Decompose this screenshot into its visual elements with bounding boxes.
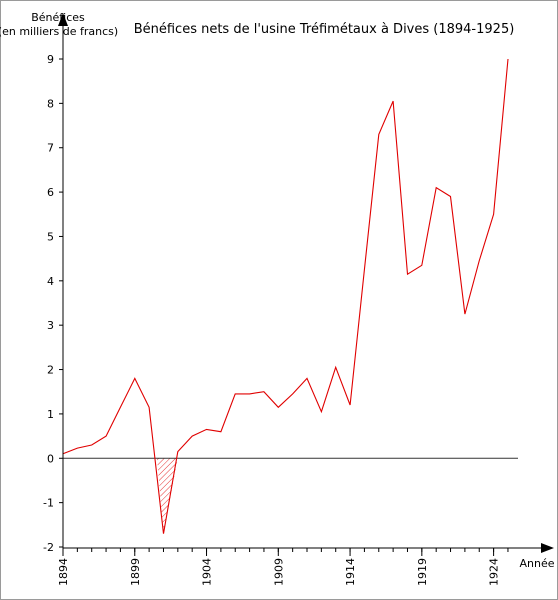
x-axis-label: Année (519, 557, 554, 570)
chart-title: Bénéfices nets de l'usine Tréfimétaux à … (134, 22, 515, 37)
y-tick-label: 9 (47, 53, 54, 66)
y-tick-label: 5 (47, 230, 54, 243)
x-tick-label: 1909 (272, 558, 285, 586)
y-tick-label: 7 (47, 142, 54, 155)
y-tick-label: 2 (47, 364, 54, 377)
x-tick-label: 1904 (201, 558, 214, 586)
x-tick-label: 1899 (129, 558, 142, 586)
profit-series-line (62, 58, 509, 534)
y-tick-label: -2 (43, 541, 54, 554)
y-tick-label: 4 (47, 275, 54, 288)
y-tick-label: -1 (43, 497, 54, 510)
y-tick-label: 3 (47, 319, 54, 332)
x-tick-label: 1914 (344, 558, 357, 586)
y-tick-label: 8 (47, 97, 54, 110)
x-tick-label: 1919 (416, 558, 429, 586)
y-axis-label-line2: (en milliers de francs) (0, 25, 118, 38)
x-tick-label: 1924 (488, 558, 501, 586)
y-tick-label: 0 (47, 452, 54, 465)
loss-hatched-area (157, 458, 178, 534)
y-tick-label: 6 (47, 186, 54, 199)
y-tick-label: 1 (47, 408, 54, 421)
y-axis-label-line1: Bénéfices (31, 11, 85, 24)
y-axis-arrowhead (58, 13, 68, 26)
x-tick-label: 1894 (57, 558, 70, 586)
x-axis-arrowhead (541, 543, 554, 553)
